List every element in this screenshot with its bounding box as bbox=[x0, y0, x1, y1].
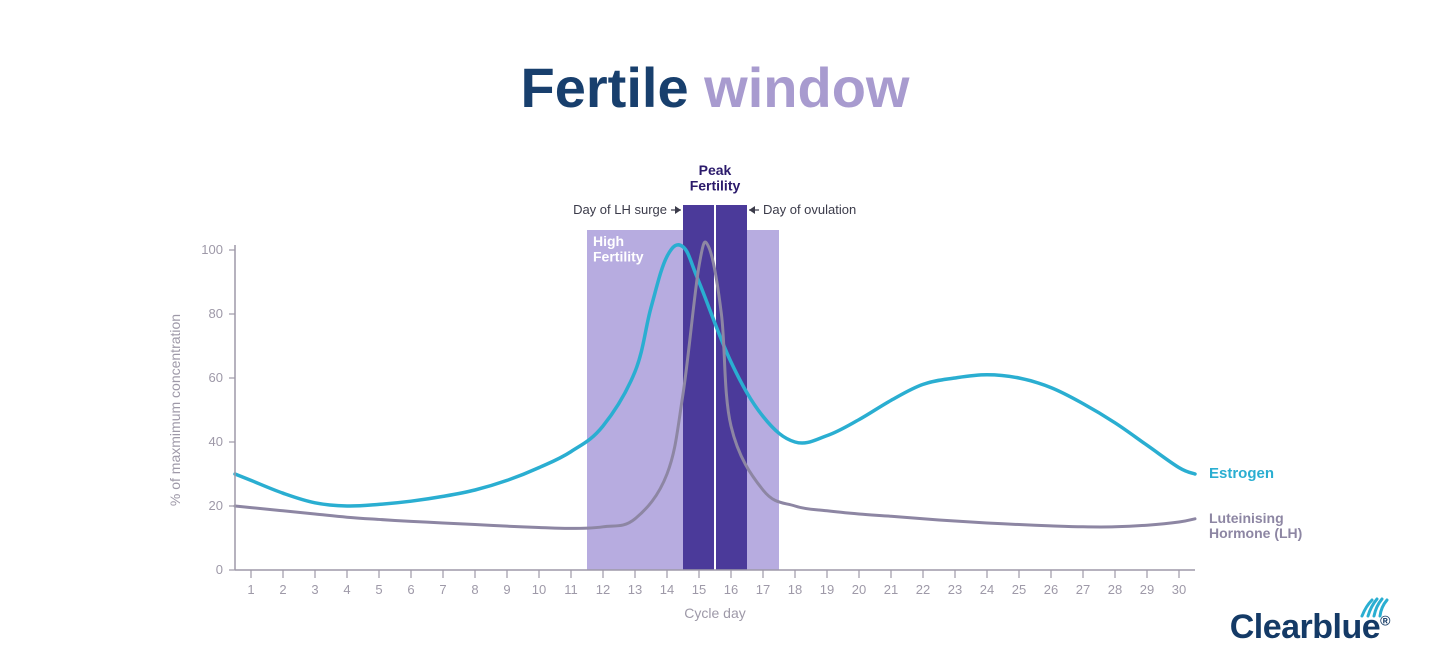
x-tick-label: 15 bbox=[692, 582, 706, 597]
lh-label: LuteinisingHormone (LH) bbox=[1209, 510, 1302, 541]
x-tick-label: 25 bbox=[1012, 582, 1026, 597]
x-tick-label: 17 bbox=[756, 582, 770, 597]
x-tick-label: 20 bbox=[852, 582, 866, 597]
y-tick-label: 0 bbox=[216, 562, 223, 577]
x-tick-label: 3 bbox=[311, 582, 318, 597]
x-tick-label: 22 bbox=[916, 582, 930, 597]
y-tick-label: 60 bbox=[209, 370, 223, 385]
x-tick-label: 14 bbox=[660, 582, 674, 597]
x-tick-label: 21 bbox=[884, 582, 898, 597]
logo-burst-icon bbox=[1358, 594, 1392, 618]
x-tick-label: 10 bbox=[532, 582, 546, 597]
x-axis-label: Cycle day bbox=[684, 605, 745, 621]
y-tick-label: 100 bbox=[201, 242, 223, 257]
x-tick-label: 26 bbox=[1044, 582, 1058, 597]
estrogen-label: Estrogen bbox=[1209, 465, 1274, 482]
x-tick-label: 5 bbox=[375, 582, 382, 597]
x-tick-label: 12 bbox=[596, 582, 610, 597]
x-tick-label: 7 bbox=[439, 582, 446, 597]
x-tick-label: 13 bbox=[628, 582, 642, 597]
y-axis-label: % of maxmimum concentration bbox=[167, 314, 183, 506]
ovulation-annotation: Day of ovulation bbox=[763, 202, 856, 217]
x-tick-label: 28 bbox=[1108, 582, 1122, 597]
x-tick-label: 23 bbox=[948, 582, 962, 597]
brand-logo: Clearblue® bbox=[1230, 608, 1390, 647]
x-tick-label: 30 bbox=[1172, 582, 1186, 597]
y-tick-label: 80 bbox=[209, 306, 223, 321]
y-tick-label: 20 bbox=[209, 498, 223, 513]
x-tick-label: 19 bbox=[820, 582, 834, 597]
brand-logo-text: Clearblue® bbox=[1230, 608, 1390, 646]
x-tick-label: 6 bbox=[407, 582, 414, 597]
x-tick-label: 9 bbox=[503, 582, 510, 597]
x-tick-label: 2 bbox=[279, 582, 286, 597]
fertile-window-chart: HighFertilityPeakFertilityDay of LH surg… bbox=[0, 0, 1430, 667]
x-tick-label: 18 bbox=[788, 582, 802, 597]
y-tick-label: 40 bbox=[209, 434, 223, 449]
x-tick-label: 8 bbox=[471, 582, 478, 597]
peak-fertility-label: PeakFertility bbox=[690, 162, 741, 193]
x-tick-label: 1 bbox=[247, 582, 254, 597]
x-tick-label: 16 bbox=[724, 582, 738, 597]
x-tick-label: 11 bbox=[564, 582, 578, 597]
x-tick-label: 24 bbox=[980, 582, 994, 597]
x-tick-label: 27 bbox=[1076, 582, 1090, 597]
lh-surge-annotation: Day of LH surge bbox=[573, 202, 667, 217]
x-tick-label: 29 bbox=[1140, 582, 1154, 597]
x-tick-label: 4 bbox=[343, 582, 350, 597]
